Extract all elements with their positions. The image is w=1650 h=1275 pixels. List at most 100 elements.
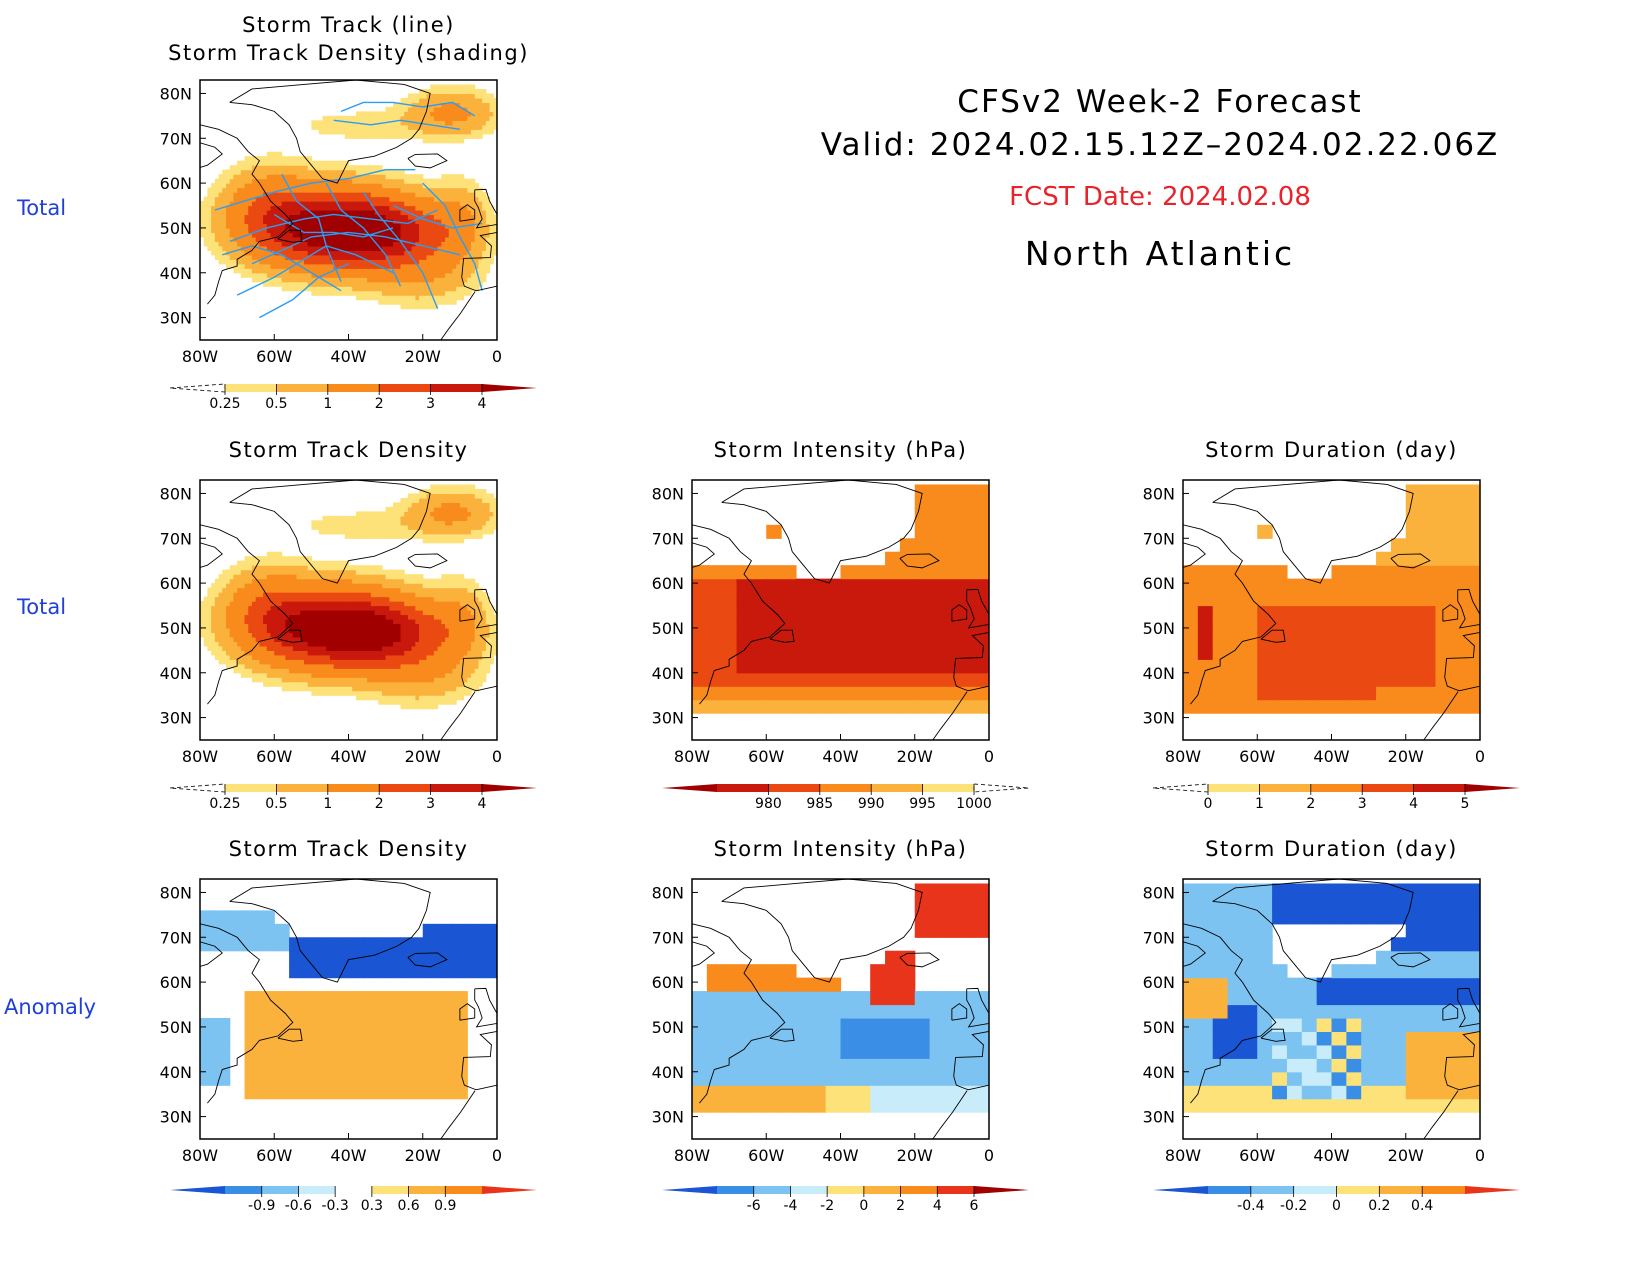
field-cell xyxy=(296,214,301,220)
field-cell xyxy=(467,120,472,126)
field-cell xyxy=(374,520,379,526)
field-cell xyxy=(203,618,209,625)
field-cell xyxy=(478,263,483,269)
field-cell xyxy=(318,281,324,287)
field-cell xyxy=(367,578,372,584)
field-cell xyxy=(233,641,238,647)
field-cell xyxy=(485,102,491,108)
field-cell xyxy=(422,120,428,126)
field-cell xyxy=(381,520,387,526)
field-cell xyxy=(333,663,338,669)
field-cell xyxy=(352,210,357,216)
field-cell xyxy=(326,515,331,521)
field-cell xyxy=(467,133,472,139)
field-cell xyxy=(274,174,279,180)
field-cell xyxy=(318,254,324,260)
field-cell xyxy=(415,268,420,274)
field-cell xyxy=(441,245,446,251)
field-cell xyxy=(459,174,465,180)
field-cell xyxy=(400,506,405,512)
field-cell xyxy=(448,587,454,593)
field-cell xyxy=(367,636,372,642)
field-cell xyxy=(355,681,361,687)
field-cell xyxy=(407,93,413,99)
field-cell xyxy=(452,299,457,305)
field-cell xyxy=(263,196,268,202)
field-cell xyxy=(344,281,350,287)
field-cell xyxy=(430,84,435,90)
field-cell xyxy=(456,205,461,211)
field-cell xyxy=(485,210,491,216)
field-cell xyxy=(493,250,497,256)
field-cell xyxy=(318,160,324,166)
field-cell xyxy=(381,214,387,220)
field-cell xyxy=(344,169,350,175)
field-cell xyxy=(326,677,331,683)
field-cell xyxy=(422,227,428,234)
field-cell xyxy=(203,214,209,220)
field-cell xyxy=(263,268,268,274)
field-cell xyxy=(237,196,242,202)
field-cell xyxy=(333,218,338,225)
field-cell xyxy=(426,578,431,584)
field-cell xyxy=(322,610,327,616)
field-cell xyxy=(467,205,472,211)
field-cell xyxy=(348,583,353,589)
field-cell xyxy=(467,187,472,193)
field-cell xyxy=(389,515,394,521)
field-cell xyxy=(240,174,246,180)
field-cell xyxy=(348,614,353,620)
field-cell xyxy=(222,645,227,651)
field-cell xyxy=(400,690,405,696)
field-cell xyxy=(225,614,231,620)
field-cell xyxy=(300,165,305,171)
field-cell xyxy=(411,277,416,283)
field-cell xyxy=(471,214,476,220)
field-cell xyxy=(400,596,405,602)
field-cell xyxy=(463,578,468,584)
field-cell xyxy=(471,263,476,269)
field-cell xyxy=(315,178,320,184)
field-cell xyxy=(471,241,476,247)
field-cell xyxy=(333,654,338,660)
x-tick-label: 0 xyxy=(492,347,502,366)
field-cell xyxy=(422,601,428,607)
field-cell xyxy=(348,529,353,535)
field-cell xyxy=(270,592,275,598)
field-cell xyxy=(374,592,379,598)
field-cell xyxy=(322,560,327,566)
field-cell xyxy=(318,524,324,530)
field-cell xyxy=(311,569,316,575)
field-cell xyxy=(400,205,405,211)
field-cell xyxy=(277,210,283,216)
field-cell xyxy=(433,699,439,705)
field-cell xyxy=(277,556,283,562)
field-cell xyxy=(251,227,257,234)
field-cell xyxy=(441,120,446,126)
field-cell xyxy=(322,592,327,598)
field-cell xyxy=(463,232,468,238)
field-cell xyxy=(381,533,387,539)
field-cell xyxy=(430,497,435,504)
field-cell xyxy=(292,169,298,175)
field-cell xyxy=(211,601,216,607)
field-cell xyxy=(248,587,253,593)
field-cell xyxy=(229,601,235,607)
field-cell xyxy=(448,690,454,696)
field-cell xyxy=(225,583,231,589)
field-cell xyxy=(222,187,227,193)
field-cell xyxy=(437,259,442,265)
field-cell xyxy=(218,187,223,193)
field-cell xyxy=(445,641,450,647)
field-cell xyxy=(237,574,242,580)
field-cell xyxy=(344,614,350,620)
field-cell xyxy=(411,201,416,207)
field-cell xyxy=(456,623,461,629)
field-cell xyxy=(407,524,413,530)
field-cell xyxy=(441,614,446,620)
field-cell xyxy=(393,506,398,512)
field-cell xyxy=(430,618,435,625)
field-cell xyxy=(326,623,331,629)
field-cell xyxy=(307,654,312,660)
field-cell xyxy=(370,690,376,696)
